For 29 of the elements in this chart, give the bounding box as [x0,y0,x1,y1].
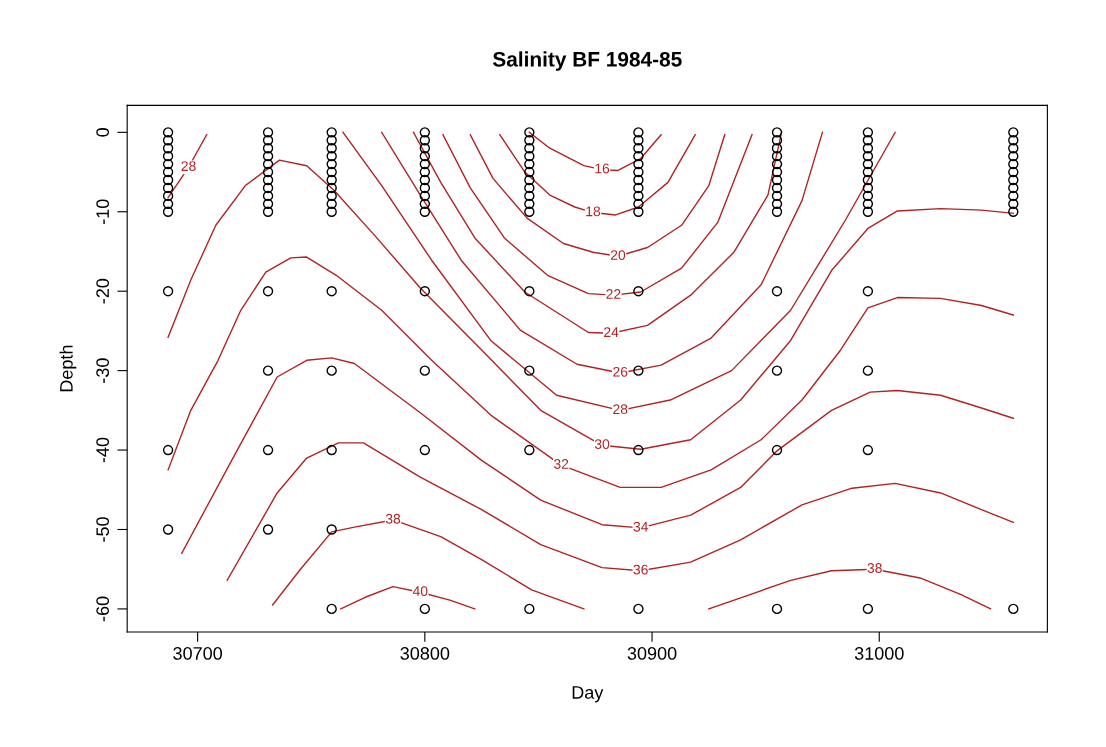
y-tick-label: -30 [96,358,110,383]
series-label: 18 [586,206,601,217]
y-tick-label: -40 [96,437,110,463]
y-axis-title: Depth [59,345,77,392]
y-tick-label: -60 [96,596,110,622]
x-axis-title: Day [572,686,604,703]
x-tick-label: 30800 [400,647,450,660]
series-label: 26 [613,366,628,377]
series-label: 22 [606,289,621,299]
y-tick-label: -10 [96,199,110,225]
series-label: 38 [385,513,401,524]
series-label: 28 [181,161,196,172]
series-label: 28 [613,404,628,415]
series-label: 20 [610,250,626,260]
y-tick-label: -50 [96,517,110,542]
series-label: 16 [595,163,610,174]
series-label: 36 [633,564,648,575]
series-label: 24 [604,327,619,337]
x-tick-label: 30700 [173,647,223,660]
series-label: 38 [867,563,882,573]
chart-title: Salinity BF 1984-85 [492,51,682,71]
series-label: 30 [594,439,610,450]
series-label: 40 [412,586,428,596]
series-label: 32 [553,459,569,469]
y-tick-label: 0 [96,128,110,137]
x-tick-label: 31000 [854,647,904,660]
x-tick-label: 30900 [627,647,677,660]
y-tick-label: -20 [96,278,110,304]
series-label: 34 [633,521,648,532]
